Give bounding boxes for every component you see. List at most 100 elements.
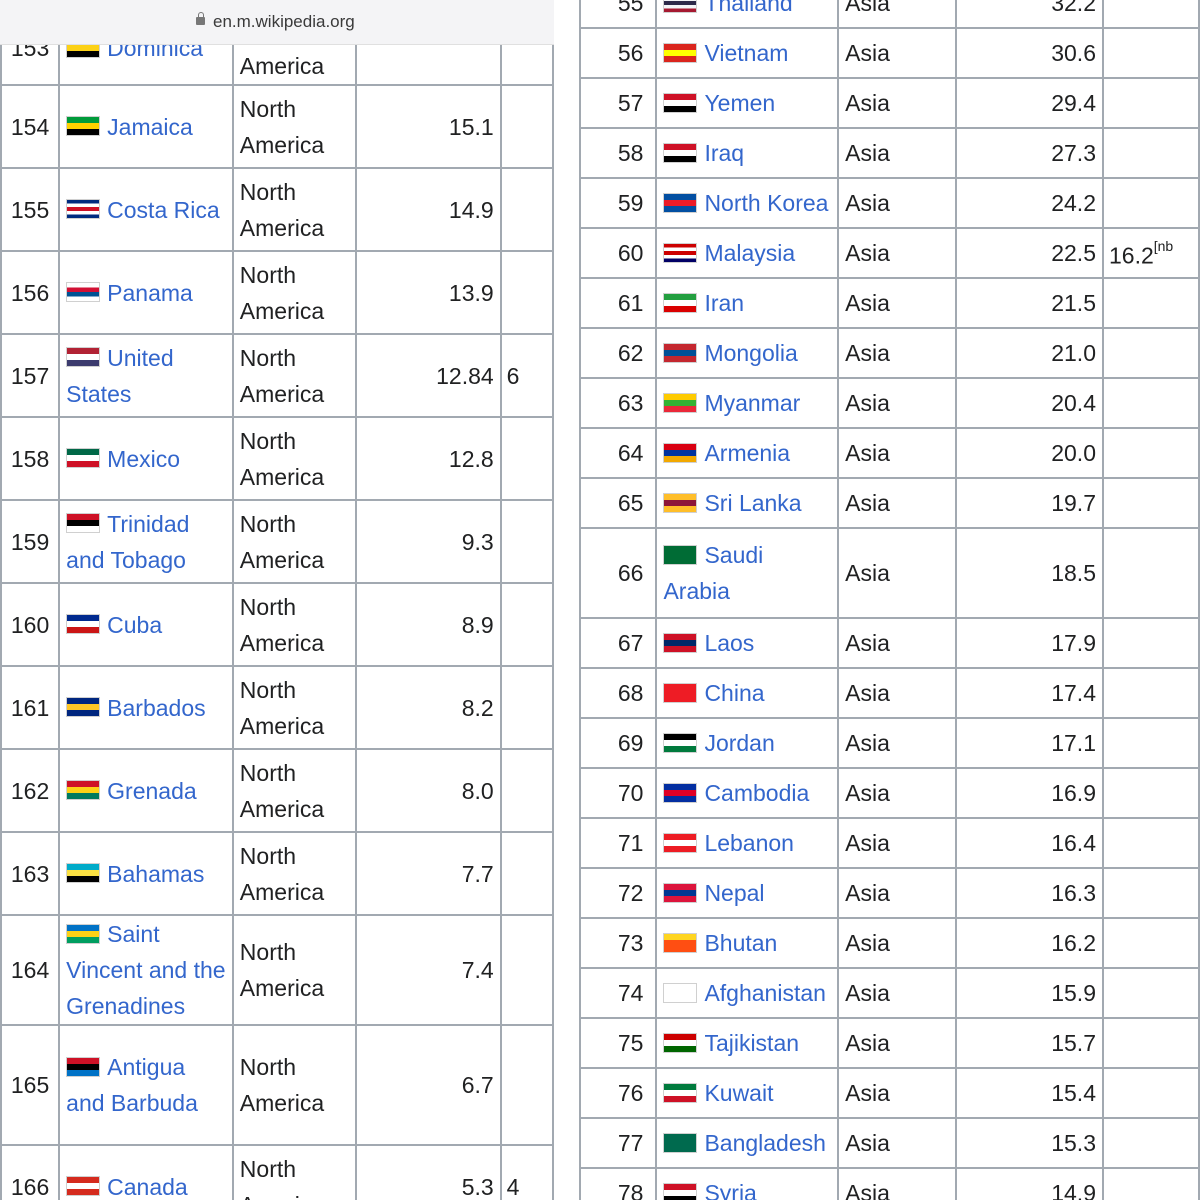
table-row: 154 Jamaica North America 15.1 [0, 84, 554, 169]
rank-cell: 58 [579, 127, 658, 179]
continent-cell: North America [231, 831, 358, 916]
footnote-reference[interactable]: [nb [1153, 238, 1174, 255]
table-row: 77 Bangladesh Asia 15.3 [579, 1117, 1200, 1169]
country-link[interactable]: Lebanon [704, 830, 794, 856]
country-cell: Afghanistan [655, 967, 840, 1019]
country-link[interactable]: Mexico [107, 445, 181, 472]
value-cell: 16.2 [955, 917, 1104, 969]
country-link[interactable]: Myanmar [704, 390, 801, 416]
continent-name: Asia [845, 290, 890, 316]
country-link[interactable]: Costa Rica [107, 196, 220, 223]
rank-cell: 70 [579, 767, 658, 819]
country-link[interactable]: Thailand [704, 0, 793, 16]
country-link[interactable]: Cuba [107, 611, 163, 638]
rank-number: 69 [617, 730, 644, 756]
country-cell: Iran [655, 277, 840, 329]
country-flag-icon [66, 513, 101, 534]
table-row: 158 Mexico North America 12.8 [0, 416, 554, 501]
country-link[interactable]: Saudi Arabia [663, 542, 764, 604]
country-link[interactable]: Trinidad and Tobago [66, 510, 190, 573]
country-link[interactable]: Panama [107, 279, 193, 306]
country-link[interactable]: Mongolia [704, 340, 798, 366]
country-link[interactable]: Sri Lanka [704, 490, 802, 516]
country-link[interactable]: Kuwait [704, 1080, 774, 1106]
country-flag-icon [663, 1132, 698, 1153]
country-link[interactable]: Canada [107, 1173, 188, 1200]
country-flag-icon [663, 782, 698, 803]
country-cell: Cuba [58, 582, 234, 667]
rank-cell: 74 [579, 967, 658, 1019]
rank-cell: 61 [579, 277, 658, 329]
value-cell: 20.0 [955, 427, 1104, 479]
extra-cell [1101, 1117, 1200, 1169]
country-link[interactable]: Afghanistan [704, 980, 826, 1006]
country-cell: Armenia [655, 427, 840, 479]
continent-cell: Asia [837, 617, 957, 669]
rank-number: 58 [617, 140, 644, 166]
rank-cell: 65 [579, 477, 658, 529]
continent-cell: North America [231, 1144, 358, 1200]
value-number: 20.0 [1051, 440, 1096, 466]
country-link[interactable]: United States [66, 344, 174, 407]
country-flag-icon [66, 780, 101, 801]
value-cell: 29.4 [955, 77, 1104, 129]
value-number: 21.0 [1051, 340, 1096, 366]
country-link[interactable]: North Korea [704, 190, 829, 216]
country-link[interactable]: Yemen [704, 90, 776, 116]
country-cell: Costa Rica [58, 167, 234, 252]
country-link[interactable]: Bangladesh [704, 1130, 826, 1156]
extra-cell [1101, 817, 1200, 869]
country-link[interactable]: Grenada [107, 777, 197, 804]
country-link[interactable]: Cambodia [704, 780, 810, 806]
continent-line-1: North [239, 95, 297, 122]
value-number: 16.9 [1051, 780, 1096, 806]
value-cell: 19.7 [955, 477, 1104, 529]
country-link[interactable]: Vietnam [704, 40, 789, 66]
rank-cell: 154 [0, 84, 61, 169]
continent-cell: North America [231, 84, 358, 169]
country-link[interactable]: Saint Vincent and the Grenadines [66, 921, 226, 1019]
country-link[interactable]: Iraq [704, 140, 745, 166]
country-link[interactable]: Bhutan [704, 930, 778, 956]
rank-number: 159 [10, 528, 50, 555]
country-link[interactable]: Laos [704, 630, 755, 656]
continent-line-2: America [239, 297, 325, 324]
country-link[interactable]: Malaysia [704, 240, 796, 266]
country-flag-icon [66, 923, 101, 944]
value-cell: 21.5 [955, 277, 1104, 329]
country-link[interactable]: Bahamas [107, 860, 205, 887]
continent-cell: Asia [837, 1117, 957, 1169]
rank-cell: 72 [579, 867, 658, 919]
country-flag-icon [663, 982, 698, 1003]
country-link[interactable]: Jamaica [107, 113, 193, 140]
country-link[interactable]: Jordan [704, 730, 775, 756]
value-cell: 7.4 [355, 914, 502, 1026]
continent-cell: Asia [837, 127, 957, 179]
value-cell: 15.1 [355, 84, 502, 169]
rank-number: 164 [10, 957, 50, 983]
rank-number: 157 [10, 362, 50, 389]
country-flag-icon [66, 448, 101, 469]
country-link[interactable]: Iran [704, 290, 745, 316]
value-cell: 8.2 [355, 665, 502, 750]
continent-cell: North America [231, 250, 358, 335]
country-link[interactable]: Antigua and Barbuda [66, 1054, 198, 1116]
country-flag-icon [66, 282, 101, 303]
country-link[interactable]: Syria [704, 1180, 757, 1200]
browser-address-bar[interactable]: en.m.wikipedia.org [0, 0, 554, 45]
url-text[interactable]: en.m.wikipedia.org [213, 12, 355, 31]
rank-number: 160 [10, 611, 50, 638]
country-link[interactable]: Barbados [107, 694, 206, 721]
continent-cell: Asia [837, 27, 957, 79]
rank-number: 162 [10, 777, 50, 804]
country-cell: Grenada [58, 748, 234, 833]
country-link[interactable]: Tajikistan [704, 1030, 800, 1056]
rank-cell: 57 [579, 77, 658, 129]
country-flag-icon [663, 92, 698, 113]
rank-cell: 56 [579, 27, 658, 79]
country-link[interactable]: Armenia [704, 440, 791, 466]
extra-cell [1101, 1067, 1200, 1119]
table-row: 160 Cuba North America 8.9 [0, 582, 554, 667]
country-link[interactable]: China [704, 680, 765, 706]
country-link[interactable]: Nepal [704, 880, 765, 906]
